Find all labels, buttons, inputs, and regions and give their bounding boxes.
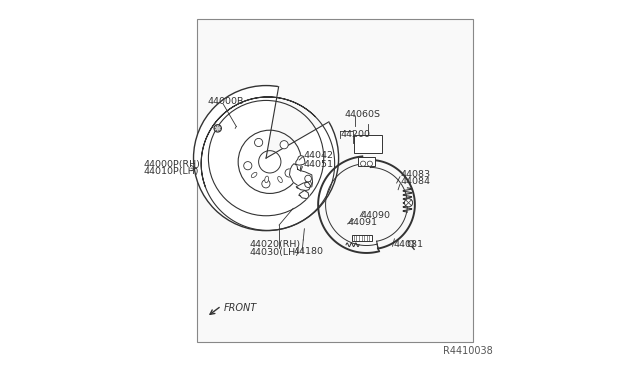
- Text: 44091: 44091: [348, 218, 378, 227]
- Text: 44000B: 44000B: [207, 97, 244, 106]
- Text: FRONT: FRONT: [224, 303, 257, 312]
- Ellipse shape: [278, 176, 282, 183]
- Circle shape: [262, 180, 270, 188]
- Polygon shape: [289, 164, 312, 188]
- Text: 44200: 44200: [340, 130, 371, 139]
- Text: 44010P(LH): 44010P(LH): [143, 167, 199, 176]
- Text: 44084: 44084: [401, 177, 431, 186]
- Text: 44081: 44081: [394, 240, 423, 249]
- Circle shape: [244, 161, 252, 170]
- Text: 44042: 44042: [303, 151, 333, 160]
- Circle shape: [305, 181, 312, 187]
- Polygon shape: [299, 190, 309, 199]
- Circle shape: [367, 161, 372, 166]
- Circle shape: [408, 241, 414, 247]
- Text: R4410038: R4410038: [444, 346, 493, 356]
- Ellipse shape: [252, 172, 257, 177]
- Bar: [197, 19, 472, 342]
- Text: 44030(LH): 44030(LH): [250, 248, 299, 257]
- Bar: [354, 135, 382, 153]
- Bar: [351, 235, 372, 241]
- Text: 44060S: 44060S: [345, 110, 381, 119]
- Polygon shape: [266, 83, 332, 158]
- Circle shape: [404, 199, 413, 207]
- Text: 44180: 44180: [294, 247, 324, 256]
- Text: 44000P(RH): 44000P(RH): [143, 160, 200, 169]
- Text: 44083: 44083: [401, 170, 431, 179]
- Text: 44051: 44051: [303, 160, 333, 169]
- Polygon shape: [296, 182, 310, 190]
- Ellipse shape: [265, 176, 269, 183]
- Text: 44090: 44090: [361, 211, 391, 219]
- Circle shape: [285, 169, 293, 177]
- Circle shape: [305, 175, 312, 182]
- Circle shape: [214, 125, 221, 132]
- Circle shape: [360, 161, 365, 166]
- Polygon shape: [296, 155, 305, 165]
- Bar: [358, 157, 374, 166]
- Circle shape: [280, 141, 288, 149]
- Circle shape: [193, 86, 339, 231]
- Circle shape: [255, 138, 262, 147]
- Text: 44020(RH): 44020(RH): [250, 240, 300, 249]
